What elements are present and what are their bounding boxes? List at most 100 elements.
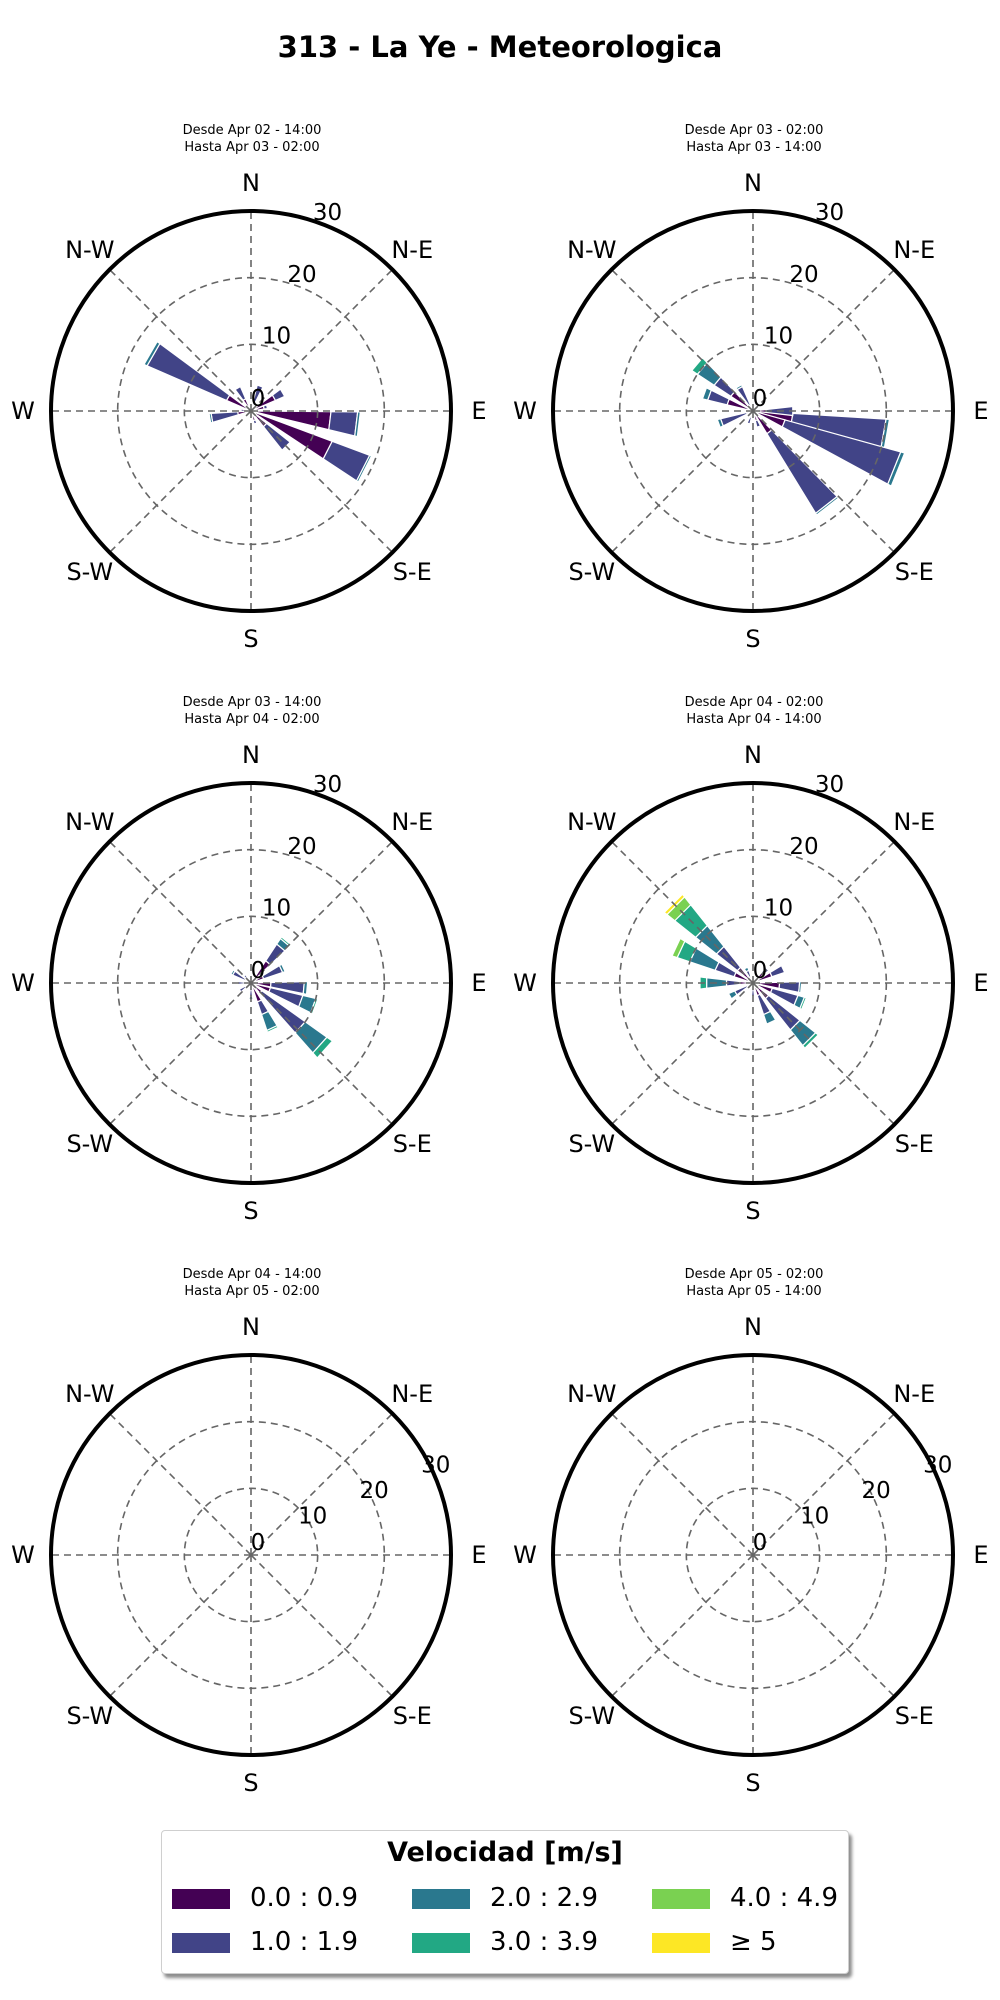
radial-tick-label: 0 xyxy=(753,1530,768,1556)
windrose-bar xyxy=(143,340,161,367)
direction-label: S xyxy=(745,625,760,653)
panel-subtitle-to: Hasta Apr 04 - 14:00 xyxy=(686,712,822,727)
radial-tick-label: 20 xyxy=(862,1478,891,1504)
direction-label: S xyxy=(745,1197,760,1225)
windrose-3: N N-E E S-E S S-W W N-W 0 10 20 30 xyxy=(11,741,486,1225)
windrose-bar xyxy=(801,1031,820,1050)
direction-label: N-W xyxy=(65,808,114,836)
windrose-4: N N-E E S-E S S-W W N-W 0 10 20 30 xyxy=(513,741,988,1225)
direction-label: S-W xyxy=(66,1130,113,1158)
windrose-bar xyxy=(251,384,264,406)
windrose-bar xyxy=(328,411,359,437)
legend-label: 2.0 : 2.9 xyxy=(490,1883,598,1913)
direction-gridline xyxy=(109,1554,252,1697)
windrose-bar xyxy=(769,964,786,978)
windrose-bar xyxy=(355,454,373,483)
direction-gridline xyxy=(752,1413,895,1556)
windrose-bar xyxy=(753,400,759,406)
radial-tick-label: 0 xyxy=(251,386,266,412)
windrose-bar xyxy=(302,980,309,996)
direction-gridline xyxy=(109,1413,252,1556)
radial-tick-label: 30 xyxy=(815,200,844,226)
panel-subtitle-from: Desde Apr 04 - 02:00 xyxy=(684,695,824,710)
direction-label: E xyxy=(471,1541,486,1569)
page-title: 313 - La Ye - Meteorologica xyxy=(277,30,723,64)
legend-label: 1.0 : 1.9 xyxy=(250,1927,358,1957)
direction-label: S-E xyxy=(393,1702,432,1730)
direction-gridline xyxy=(752,269,895,412)
outer-ring xyxy=(49,781,453,1185)
radial-tick-label: 10 xyxy=(262,323,291,349)
radial-tick-label: 10 xyxy=(262,895,291,921)
direction-label: W xyxy=(513,969,537,997)
windrose-bar xyxy=(735,383,744,391)
direction-label: W xyxy=(11,1541,35,1569)
direction-label: N xyxy=(242,1313,260,1341)
windrose-bar xyxy=(798,981,803,994)
windrose-bar xyxy=(322,440,371,482)
direction-gridline xyxy=(611,841,754,984)
windrose-bar xyxy=(754,419,762,428)
windrose-bar xyxy=(262,404,269,410)
windrose-bar xyxy=(238,985,247,993)
direction-label: N xyxy=(744,169,762,197)
direction-label: W xyxy=(11,397,35,425)
outer-ring xyxy=(551,781,955,1185)
direction-gridline xyxy=(109,410,252,553)
direction-label: N xyxy=(242,741,260,769)
direction-label: N-E xyxy=(391,808,433,836)
direction-label: E xyxy=(471,969,486,997)
panel-subtitle-to: Hasta Apr 03 - 02:00 xyxy=(184,140,320,155)
direction-label: N xyxy=(242,169,260,197)
direction-label: S xyxy=(243,1197,258,1225)
legend-swatch xyxy=(412,1933,470,1953)
direction-gridline xyxy=(611,1413,754,1556)
outer-ring xyxy=(49,1353,453,1757)
windrose-bar xyxy=(716,418,724,429)
radial-tick-label: 0 xyxy=(251,958,266,984)
legend-label: 3.0 : 3.9 xyxy=(490,1927,598,1957)
windrose-bar xyxy=(266,1024,280,1034)
direction-gridline xyxy=(250,410,393,553)
direction-label: N-W xyxy=(567,1380,616,1408)
direction-label: S-W xyxy=(568,1702,615,1730)
windrose-bar xyxy=(312,1036,334,1059)
panel-subtitle-to: Hasta Apr 04 - 02:00 xyxy=(184,712,320,727)
panel-subtitle-to: Hasta Apr 05 - 14:00 xyxy=(686,1284,822,1299)
windrose-bar xyxy=(746,416,753,425)
legend-swatch xyxy=(652,1889,710,1909)
windrose-bar xyxy=(671,937,686,959)
windrose-bar xyxy=(208,412,214,424)
radial-tick-label: 0 xyxy=(753,386,768,412)
radial-tick-label: 30 xyxy=(923,1452,952,1478)
windrose-5: N N-E E S-E S S-W W N-W 0 10 20 30 xyxy=(11,1313,486,1797)
panel-subtitle-2: Desde Apr 03 - 02:00 Hasta Apr 03 - 14:0… xyxy=(554,122,954,156)
direction-label: S-E xyxy=(895,1130,934,1158)
radial-tick-label: 20 xyxy=(360,1478,389,1504)
direction-gridline xyxy=(752,410,895,553)
windrose-grid: N N-E E S-E S S-W W N-W 0 10 20 30 N N-E E S-E S S-W W N-W 0… xyxy=(11,169,988,1797)
direction-gridline xyxy=(250,841,393,984)
direction-gridline xyxy=(250,1413,393,1556)
outer-ring xyxy=(49,209,453,613)
radial-tick-label: 20 xyxy=(287,262,316,288)
direction-label: N-E xyxy=(893,808,935,836)
windrose-bar xyxy=(252,419,258,425)
windrose-bar xyxy=(240,408,246,412)
legend-swatch xyxy=(172,1933,230,1953)
panel-subtitle-from: Desde Apr 03 - 02:00 xyxy=(684,123,824,138)
direction-label: N-E xyxy=(391,236,433,264)
radial-tick-label: 20 xyxy=(287,834,316,860)
windrose-6: N N-E E S-E S S-W W N-W 0 10 20 30 xyxy=(513,1313,988,1797)
radial-tick-label: 20 xyxy=(789,834,818,860)
direction-gridline xyxy=(250,1554,393,1697)
windrose-bar xyxy=(271,388,286,402)
direction-label: S-W xyxy=(66,1702,113,1730)
direction-label: S xyxy=(745,1769,760,1797)
windrose-bar xyxy=(146,342,231,402)
windrose-bar xyxy=(719,411,748,427)
direction-label: N-W xyxy=(65,1380,114,1408)
direction-label: S-E xyxy=(895,558,934,586)
windrose-bar xyxy=(727,990,738,1000)
legend-label: 4.0 : 4.9 xyxy=(730,1883,838,1913)
